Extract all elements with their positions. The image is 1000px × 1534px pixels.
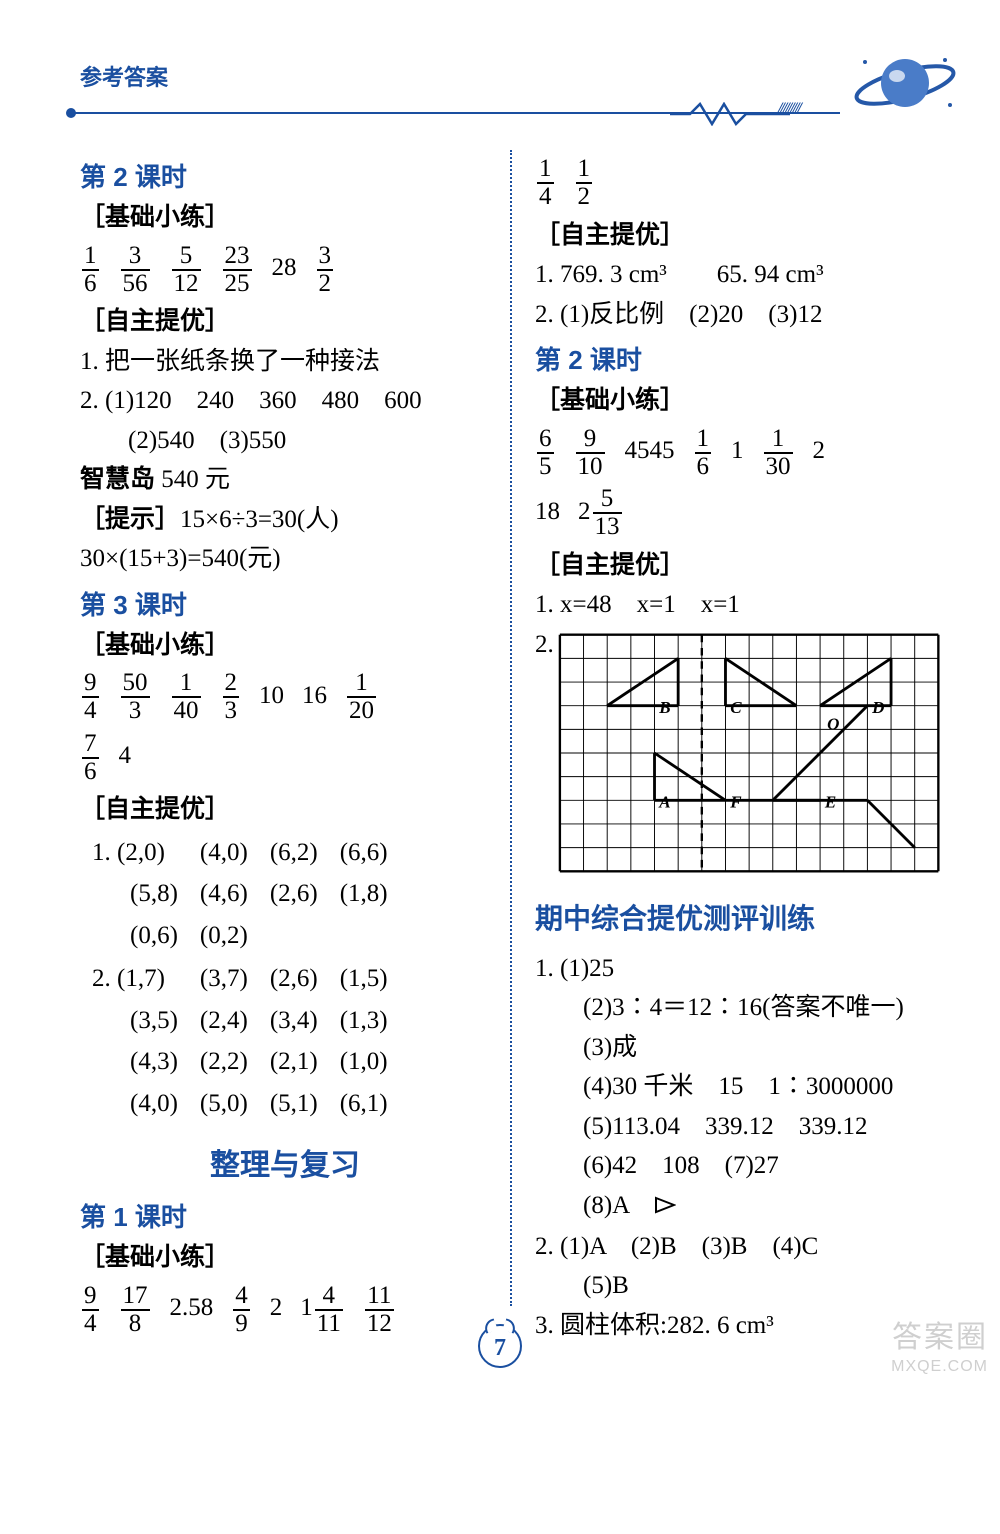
grid-diagram: B C D O A F E [558, 626, 940, 880]
zigzag-icon [670, 102, 790, 126]
midterm-title: 期中综合提优测评训练 [535, 898, 940, 940]
triangle-icon [654, 1188, 676, 1226]
lesson-3-title: 第 3 课时 [80, 586, 490, 625]
wisdom-line: 智慧岛 540 元 [80, 461, 490, 499]
right-column: 1412 ［自主提优］ 1. 769. 3 cm³ 65. 94 cm³ 2. … [510, 150, 940, 1346]
svg-text:O: O [827, 714, 839, 733]
coord-table-2: 2. (1,7)(3,7)(2,6)(1,5)(3,5)(2,4)(3,4)(1… [80, 957, 400, 1125]
self-label: ［自主提优］ [80, 791, 490, 829]
answer-line: (5)B [535, 1267, 940, 1305]
hatch-decor: ///////// [778, 100, 800, 118]
midterm-q1: 1. (1)25(2)3∶4＝12∶16(答案不唯一)(3)成(4)30 千米 … [535, 950, 940, 1226]
answer-line: (6)42 108 (7)27 [535, 1147, 940, 1185]
self-label: ［自主提优］ [535, 547, 940, 585]
self-label: ［自主提优］ [80, 303, 490, 341]
answer-line: (2)540 (3)550 [80, 422, 490, 460]
svg-text:A: A [658, 792, 670, 811]
frac-row: 182513 [535, 486, 940, 541]
frac-row: 1412 [535, 156, 940, 211]
basic-label: ［基础小练］ [80, 199, 490, 237]
answer-line: 2. (1)A (2)B (3)B (4)C [535, 1228, 940, 1266]
hint-label: ［提示］ [80, 505, 180, 533]
answer-line: (8)A [535, 1187, 940, 1226]
frac-row: 1635651223252832 [80, 243, 490, 298]
frac-row: 6591045451611302 [535, 426, 940, 481]
basic-label: ［基础小练］ [80, 627, 490, 665]
q2-label: 2. [535, 626, 554, 664]
review-title: 整理与复习 [80, 1143, 490, 1188]
lesson-2-title: 第 2 课时 [80, 158, 490, 197]
self-label: ［自主提优］ [535, 217, 940, 255]
answer-line: 3. 圆柱体积:282. 6 cm³ [535, 1307, 940, 1345]
answer-line: (3)成 [535, 1029, 940, 1067]
svg-text:F: F [729, 792, 742, 811]
answer-line: 1. (1)25 [535, 950, 940, 988]
page-number: 7 [478, 1324, 522, 1368]
left-column: 第 2 课时 ［基础小练］ 1635651223252832 ［自主提优］ 1.… [80, 150, 510, 1346]
coord-table-1: 1. (2,0)(4,0)(6,2)(6,6)(5,8)(4,6)(2,6)(1… [80, 831, 400, 958]
header-rule: ///////// [80, 100, 940, 130]
wisdom-label: 智慧岛 [80, 465, 155, 493]
grid-row: 2. B C D O A F E [535, 626, 940, 880]
answer-line: 1. 把一张纸条换了一种接法 [80, 343, 490, 381]
frac-row: 764 [80, 731, 490, 786]
page-header: 参考答案 [80, 60, 940, 92]
hint-line: ［提示］15×6÷3=30(人) [80, 501, 490, 539]
watermark: 答案圈 [892, 1312, 988, 1356]
planet-icon [850, 50, 960, 120]
answer-line: (5)113.04 339.12 339.12 [535, 1108, 940, 1146]
answer-line: 2. (1)反比例 (2)20 (3)12 [535, 296, 940, 334]
basic-label: ［基础小练］ [535, 382, 940, 420]
frac-row: 94503140231016120 [80, 670, 490, 725]
svg-text:B: B [658, 697, 670, 716]
wisdom-answer: 540 元 [161, 466, 230, 493]
frac-row: 941782.5849214111112 [80, 1283, 490, 1338]
svg-text:C: C [730, 697, 742, 716]
answer-line: 1. 769. 3 cm³ 65. 94 cm³ [535, 256, 940, 294]
answer-line: 2. (1)120 240 360 480 600 [80, 382, 490, 420]
answer-line: 1. x=48 x=1 x=1 [535, 586, 940, 624]
hint-line: 30×(15+3)=540(元) [80, 540, 490, 578]
svg-text:D: D [871, 697, 884, 716]
basic-label: ［基础小练］ [80, 1239, 490, 1277]
svg-text:E: E [824, 792, 836, 811]
watermark-sub: MXQE.COM [891, 1358, 988, 1376]
column-separator [510, 150, 512, 1306]
lesson-1-title: 第 1 课时 [80, 1198, 490, 1237]
answer-line: (2)3∶4＝12∶16(答案不唯一) [535, 989, 940, 1027]
answer-line: (4)30 千米 15 1∶3000000 [535, 1068, 940, 1106]
lesson-2r-title: 第 2 课时 [535, 341, 940, 380]
